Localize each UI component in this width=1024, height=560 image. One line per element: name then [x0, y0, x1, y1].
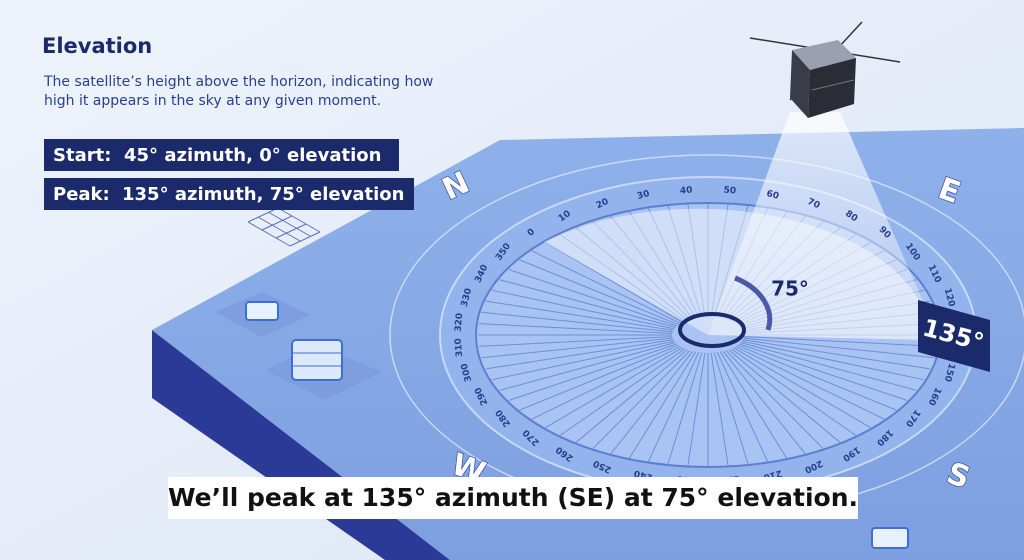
- spoke: [545, 347, 683, 429]
- fact-label: Peak:: [53, 184, 110, 205]
- spoke: [508, 269, 677, 327]
- spoke: [739, 343, 908, 401]
- dial-number: 300: [460, 362, 475, 383]
- dial-number: 60: [765, 189, 780, 202]
- spoke: [485, 300, 674, 331]
- spoke: [592, 350, 691, 449]
- spoke: [519, 259, 679, 326]
- spoke: [491, 289, 675, 330]
- spoke: [741, 340, 925, 381]
- spoke: [716, 352, 768, 462]
- spoke: [628, 351, 697, 459]
- spoke: [687, 204, 706, 318]
- spoke: [478, 336, 673, 347]
- caption-box: [168, 477, 858, 519]
- spoke: [737, 344, 897, 411]
- spoke: [575, 227, 688, 321]
- spoke: [545, 241, 683, 323]
- dial-number: 310: [454, 338, 466, 358]
- description-line: high it appears in the sky at any given …: [44, 93, 381, 109]
- dot-grid: [247, 207, 321, 247]
- dial-number: 50: [723, 186, 736, 197]
- dial-number: 0: [526, 227, 538, 239]
- fact-box: [44, 139, 399, 171]
- spoke: [481, 311, 673, 333]
- spoke: [735, 346, 885, 420]
- spoke: [743, 337, 935, 359]
- spoke: [559, 234, 686, 322]
- description-line: The satellite’s height above the horizon…: [43, 74, 433, 90]
- fact-text: 135° azimuth, 75° elevation: [122, 184, 404, 205]
- spoke: [499, 342, 676, 391]
- spoke: [485, 339, 674, 370]
- dial-number: 120: [942, 287, 957, 308]
- elevation-label: 75°: [771, 277, 809, 301]
- center-arc: [678, 312, 746, 348]
- spoke: [667, 352, 703, 465]
- spoke: [713, 352, 749, 465]
- spoke: [667, 205, 703, 318]
- spoke: [728, 349, 841, 443]
- spoke: [742, 339, 931, 370]
- fact-label: Start:: [53, 145, 111, 166]
- spoke: [508, 343, 677, 401]
- chip-icons: [215, 292, 909, 549]
- spoke: [740, 342, 917, 391]
- spoke: [713, 205, 749, 318]
- spoke: [491, 340, 675, 381]
- elevation-arc: [734, 275, 773, 331]
- spoke: [719, 351, 788, 459]
- spoke: [730, 348, 857, 436]
- dial-number: 70: [806, 197, 822, 211]
- title: Elevation: [42, 34, 152, 58]
- spoke: [628, 211, 697, 319]
- azimuth-tag: [918, 300, 990, 372]
- spoke: [725, 350, 824, 449]
- spoke: [710, 204, 729, 318]
- spoke: [648, 208, 700, 318]
- spoke: [710, 352, 729, 466]
- spoke: [559, 348, 686, 436]
- spoke: [592, 221, 691, 320]
- spoke: [743, 336, 938, 347]
- dial-number: 320: [454, 313, 466, 333]
- dial-number: 20: [595, 197, 611, 211]
- spoke: [733, 347, 871, 429]
- spoke: [531, 250, 681, 324]
- caption: We’ll peak at 135° azimuth (SE) at 75° e…: [168, 483, 858, 512]
- spoke: [687, 352, 706, 466]
- spoke: [519, 344, 679, 411]
- signal-beam: [708, 112, 940, 340]
- fact-box: [44, 178, 414, 210]
- spoke: [499, 279, 676, 328]
- spoke: [610, 351, 694, 455]
- spoke: [722, 351, 806, 455]
- spoke: [575, 349, 688, 443]
- spoke: [648, 352, 700, 462]
- fact-text: 45° azimuth, 0° elevation: [124, 145, 381, 166]
- dial-number: 150: [942, 362, 957, 383]
- spoke: [478, 323, 673, 334]
- dial-number: 30: [636, 189, 651, 202]
- spoke: [610, 215, 694, 319]
- dial-number: 40: [680, 186, 693, 197]
- spoke: [531, 346, 681, 420]
- dial-number: 330: [460, 287, 475, 308]
- satellite: [749, 21, 901, 118]
- spoke: [481, 337, 673, 359]
